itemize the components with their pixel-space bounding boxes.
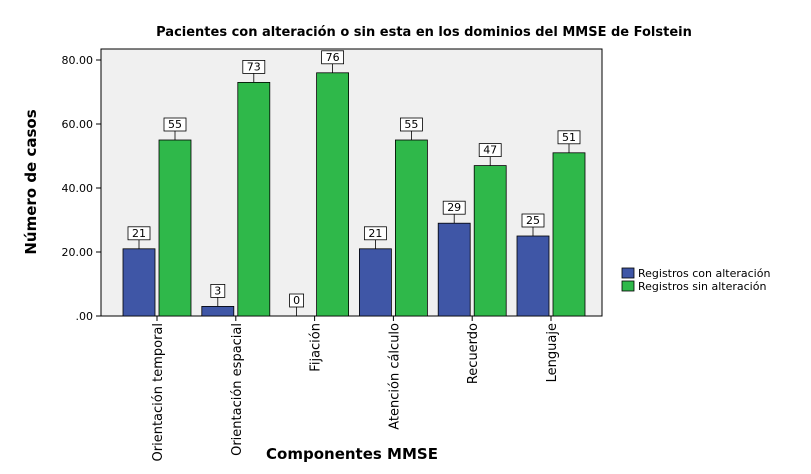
x-tick-label: Recuerdo (466, 323, 481, 384)
chart-title: Pacientes con alteración o sin esta en l… (156, 25, 692, 40)
x-tick-label: Atención cálculo (387, 323, 402, 430)
data-label-box (127, 226, 151, 241)
bar-sin-alteracion (552, 152, 586, 317)
data-label-box (210, 283, 226, 298)
y-tick-label: 80.00 (62, 54, 94, 67)
y-axis: .00 20.00 40.00 60.00 80.00 (62, 54, 101, 323)
data-label: 3 (214, 284, 221, 297)
data-label: 29 (447, 201, 461, 214)
data-label-box (321, 50, 345, 65)
bar-con-alteracion (201, 305, 235, 317)
y-tick-label: 20.00 (62, 246, 94, 259)
data-label-box (442, 200, 466, 215)
data-label: 73 (247, 60, 261, 73)
bar-sin-alteracion (473, 165, 507, 317)
x-axis-title: Componentes MMSE (266, 445, 438, 463)
data-label: 51 (562, 131, 576, 144)
data-label: 55 (168, 118, 182, 131)
x-tick-label: Orientación temporal (151, 323, 166, 461)
data-label-box (289, 293, 305, 308)
legend-label: Registros sin alteración (638, 280, 766, 293)
bar-con-alteracion (516, 235, 550, 317)
legend-swatch (621, 280, 635, 292)
x-axis: Orientación temporal Orientación espacial… (151, 316, 560, 461)
data-label-box (478, 143, 502, 158)
y-tick-label: .00 (76, 310, 94, 323)
legend-label: Registros con alteración (638, 267, 770, 280)
bar-sin-alteracion (316, 72, 350, 317)
data-label-box (363, 226, 387, 241)
y-tick-label: 40.00 (62, 182, 94, 195)
bars-group: 21 55 3 73 0 76 21 55 29 47 25 51 (122, 50, 586, 317)
bar-con-alteracion (437, 222, 471, 317)
data-label: 0 (293, 294, 300, 307)
data-label: 25 (526, 214, 540, 227)
y-axis-title: Número de casos (22, 109, 40, 254)
data-label-box (557, 130, 581, 145)
data-label-box (242, 60, 266, 74)
x-tick-label: Orientación espacial (230, 323, 245, 456)
bar-sin-alteracion (158, 139, 192, 317)
data-label-box (521, 213, 545, 228)
y-tick-label: 60.00 (62, 118, 94, 131)
bar-con-alteracion (122, 248, 156, 317)
data-label-box (399, 117, 423, 132)
legend-swatch (621, 267, 635, 279)
bar-con-alteracion (358, 248, 392, 317)
bar-sin-alteracion (237, 82, 271, 317)
x-tick-label: Fijación (309, 323, 324, 372)
bar-sin-alteracion (394, 139, 428, 317)
data-label: 55 (404, 118, 418, 131)
data-label: 76 (326, 51, 340, 64)
x-tick-label: Lenguaje (545, 323, 560, 382)
data-label: 47 (483, 144, 497, 157)
data-label: 21 (132, 227, 146, 240)
data-label-box (163, 117, 187, 132)
data-label: 21 (368, 227, 382, 240)
